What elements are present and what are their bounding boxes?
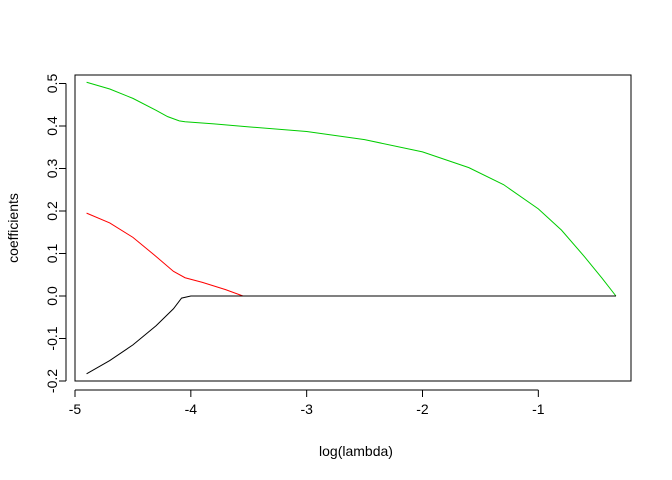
x-tick-label: -3 bbox=[300, 401, 313, 417]
y-axis: -0.2 -0.1 0.0 0.1 0.2 0.3 0.4 0.5 bbox=[44, 74, 67, 393]
series-line-2 bbox=[86, 212, 616, 297]
x-axis-label: log(lambda) bbox=[319, 443, 393, 459]
plot-box bbox=[74, 74, 632, 382]
x-tick-label: -5 bbox=[69, 401, 82, 417]
y-tick-label: -0.1 bbox=[44, 326, 60, 350]
series-layer bbox=[86, 81, 617, 375]
y-axis-label: coefficients bbox=[5, 193, 21, 263]
series-line-3 bbox=[86, 295, 616, 375]
x-tick-label: -1 bbox=[532, 401, 545, 417]
y-tick-label: -0.2 bbox=[44, 369, 60, 393]
y-tick-label: 0.3 bbox=[44, 159, 60, 179]
y-tick-label: 0.0 bbox=[44, 286, 60, 306]
y-tick-label: 0.1 bbox=[44, 244, 60, 264]
x-tick-label: -4 bbox=[185, 401, 198, 417]
y-tick-label: 0.4 bbox=[44, 116, 60, 136]
x-tick-label: -2 bbox=[416, 401, 429, 417]
y-tick-label: 0.2 bbox=[44, 201, 60, 221]
x-axis: -5 -4 -3 -2 -1 bbox=[69, 389, 545, 417]
y-tick-label: 0.5 bbox=[44, 74, 60, 94]
series-line-1 bbox=[86, 81, 617, 297]
